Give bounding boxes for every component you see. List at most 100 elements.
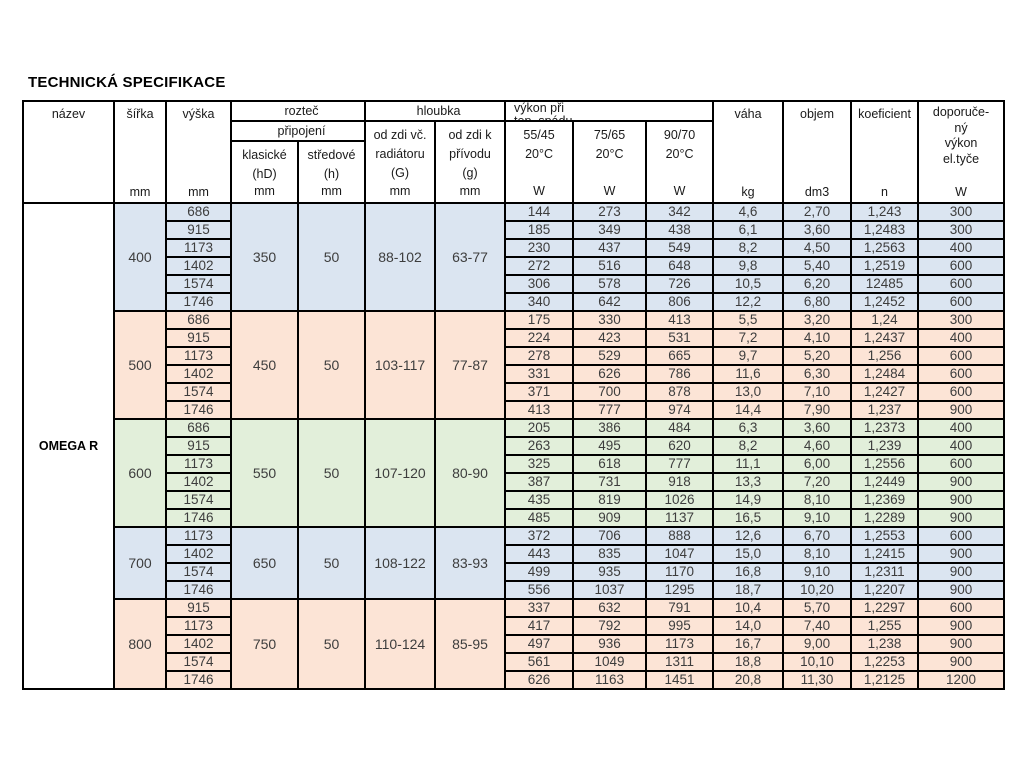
power-7565-cell: 642 [572, 292, 648, 312]
power-9070-cell: 1137 [645, 508, 715, 528]
coefficient-cell: 1,2553 [850, 526, 920, 546]
el-rod-power-cell: 600 [917, 598, 1006, 618]
col-header-hloubka: hloubka [364, 100, 507, 122]
volume-cell: 8,10 [782, 490, 853, 510]
power-7565-cell: 386 [572, 418, 648, 438]
power-9070-cell: 484 [645, 418, 715, 438]
col-header-vykon-clipped: výkon při tep. spádu [504, 100, 715, 122]
volume-cell: 2,70 [782, 202, 853, 222]
power-5545-cell: 325 [504, 454, 575, 474]
table-row: 1574 306 578 726 10,5 6,20 12485 600 [23, 274, 1006, 294]
el-rod-power-cell: 600 [917, 292, 1006, 312]
pitch-central-cell: 50 [296, 526, 367, 600]
volume-cell: 7,40 [782, 616, 853, 636]
power-5545-cell: 499 [504, 562, 575, 582]
product-name-cell: OMEGA R [22, 202, 115, 690]
power-5545-cell: 331 [504, 364, 575, 384]
depth-inlet-cell: 77-87 [434, 310, 507, 420]
coefficient-cell: 12485 [850, 274, 920, 294]
table-row: 700 1173 650 50 108-122 83-93 372 706 888 12,6 6,7… [23, 526, 1006, 600]
power-5545-cell: 340 [504, 292, 575, 312]
volume-cell: 4,10 [782, 328, 853, 348]
table-row: 1173 230 437 549 8,2 4,50 1,2563 400 [23, 238, 1006, 258]
height-cell: 915 [165, 436, 232, 456]
height-cell: 1746 [165, 670, 232, 690]
volume-cell: 6,70 [782, 526, 853, 546]
col-header-stredove: středové (h) mm [296, 140, 367, 204]
power-7565-cell: 777 [572, 400, 648, 420]
power-5545-cell: 337 [504, 598, 575, 618]
el-rod-power-cell: 900 [917, 652, 1006, 672]
height-cell: 915 [165, 328, 232, 348]
power-9070-cell: 974 [645, 400, 715, 420]
height-cell: 1402 [165, 634, 232, 654]
el-rod-power-cell: 400 [917, 238, 1006, 258]
power-7565-cell: 835 [572, 544, 648, 564]
coefficient-cell: 1,2484 [850, 364, 920, 384]
volume-cell: 9,10 [782, 562, 853, 582]
table-row: 915 263 495 620 8,2 4,60 1,239 400 [23, 436, 1006, 456]
volume-cell: 6,00 [782, 454, 853, 474]
volume-cell: 4,50 [782, 238, 853, 258]
power-7565-cell: 529 [572, 346, 648, 366]
power-5545-cell: 387 [504, 472, 575, 492]
el-rod-power-cell: 600 [917, 454, 1006, 474]
coefficient-cell: 1,243 [850, 202, 920, 222]
power-5545-cell: 561 [504, 652, 575, 672]
power-9070-cell: 620 [645, 436, 715, 456]
table-row: 1746 485 909 1137 16,5 9,10 1,2289 900 [23, 508, 1006, 528]
height-cell: 1173 [165, 238, 232, 258]
el-rod-power-cell: 1200 [917, 670, 1006, 690]
power-9070-cell: 1451 [645, 670, 715, 690]
weight-cell: 16,5 [712, 508, 785, 528]
power-5545-cell: 497 [504, 634, 575, 654]
pitch-classic-cell: 750 [230, 598, 299, 690]
table-header: název šířka mm výška mm rozteč hloubka v… [22, 100, 1006, 204]
height-cell: 1574 [165, 562, 232, 582]
coefficient-cell: 1,2427 [850, 382, 920, 402]
el-rod-power-cell: 600 [917, 346, 1006, 366]
table-row: 1746 556 1037 1295 18,7 10,20 1,2207 900 [23, 580, 1006, 600]
el-rod-power-cell: 600 [917, 382, 1006, 402]
coefficient-cell: 1,2563 [850, 238, 920, 258]
pitch-classic-cell: 550 [230, 418, 299, 528]
power-7565-cell: 273 [572, 202, 648, 222]
table-row: 1402 272 516 648 9,8 5,40 1,2519 600 [23, 256, 1006, 276]
table-row: 1173 417 792 995 14,0 7,40 1,255 900 [23, 616, 1006, 636]
table-row: 1574 499 935 1170 16,8 9,10 1,2311 900 [23, 562, 1006, 582]
height-cell: 1574 [165, 274, 232, 294]
power-5545-cell: 205 [504, 418, 575, 438]
power-7565-cell: 792 [572, 616, 648, 636]
power-5545-cell: 175 [504, 310, 575, 330]
height-cell: 1402 [165, 544, 232, 564]
power-9070-cell: 1173 [645, 634, 715, 654]
coefficient-cell: 1,2415 [850, 544, 920, 564]
power-9070-cell: 1170 [645, 562, 715, 582]
power-5545-cell: 417 [504, 616, 575, 636]
power-7565-cell: 1049 [572, 652, 648, 672]
el-rod-power-cell: 900 [917, 634, 1006, 654]
volume-cell: 4,60 [782, 436, 853, 456]
depth-radiator-cell: 107-120 [364, 418, 437, 528]
power-7565-cell: 706 [572, 526, 648, 546]
el-rod-power-cell: 600 [917, 256, 1006, 276]
volume-cell: 8,10 [782, 544, 853, 564]
coefficient-cell: 1,256 [850, 346, 920, 366]
weight-cell: 10,4 [712, 598, 785, 618]
weight-cell: 8,2 [712, 436, 785, 456]
volume-cell: 6,20 [782, 274, 853, 294]
power-9070-cell: 1295 [645, 580, 715, 600]
el-rod-power-cell: 400 [917, 418, 1006, 438]
height-cell: 686 [165, 310, 232, 330]
power-5545-cell: 443 [504, 544, 575, 564]
weight-cell: 10,5 [712, 274, 785, 294]
power-5545-cell: 435 [504, 490, 575, 510]
table-row: 1746 413 777 974 14,4 7,90 1,237 900 [23, 400, 1006, 420]
height-cell: 1574 [165, 652, 232, 672]
power-9070-cell: 1047 [645, 544, 715, 564]
power-5545-cell: 413 [504, 400, 575, 420]
volume-cell: 7,20 [782, 472, 853, 492]
power-9070-cell: 1026 [645, 490, 715, 510]
coefficient-cell: 1,2437 [850, 328, 920, 348]
table-row: 1402 443 835 1047 15,0 8,10 1,2415 900 [23, 544, 1006, 564]
